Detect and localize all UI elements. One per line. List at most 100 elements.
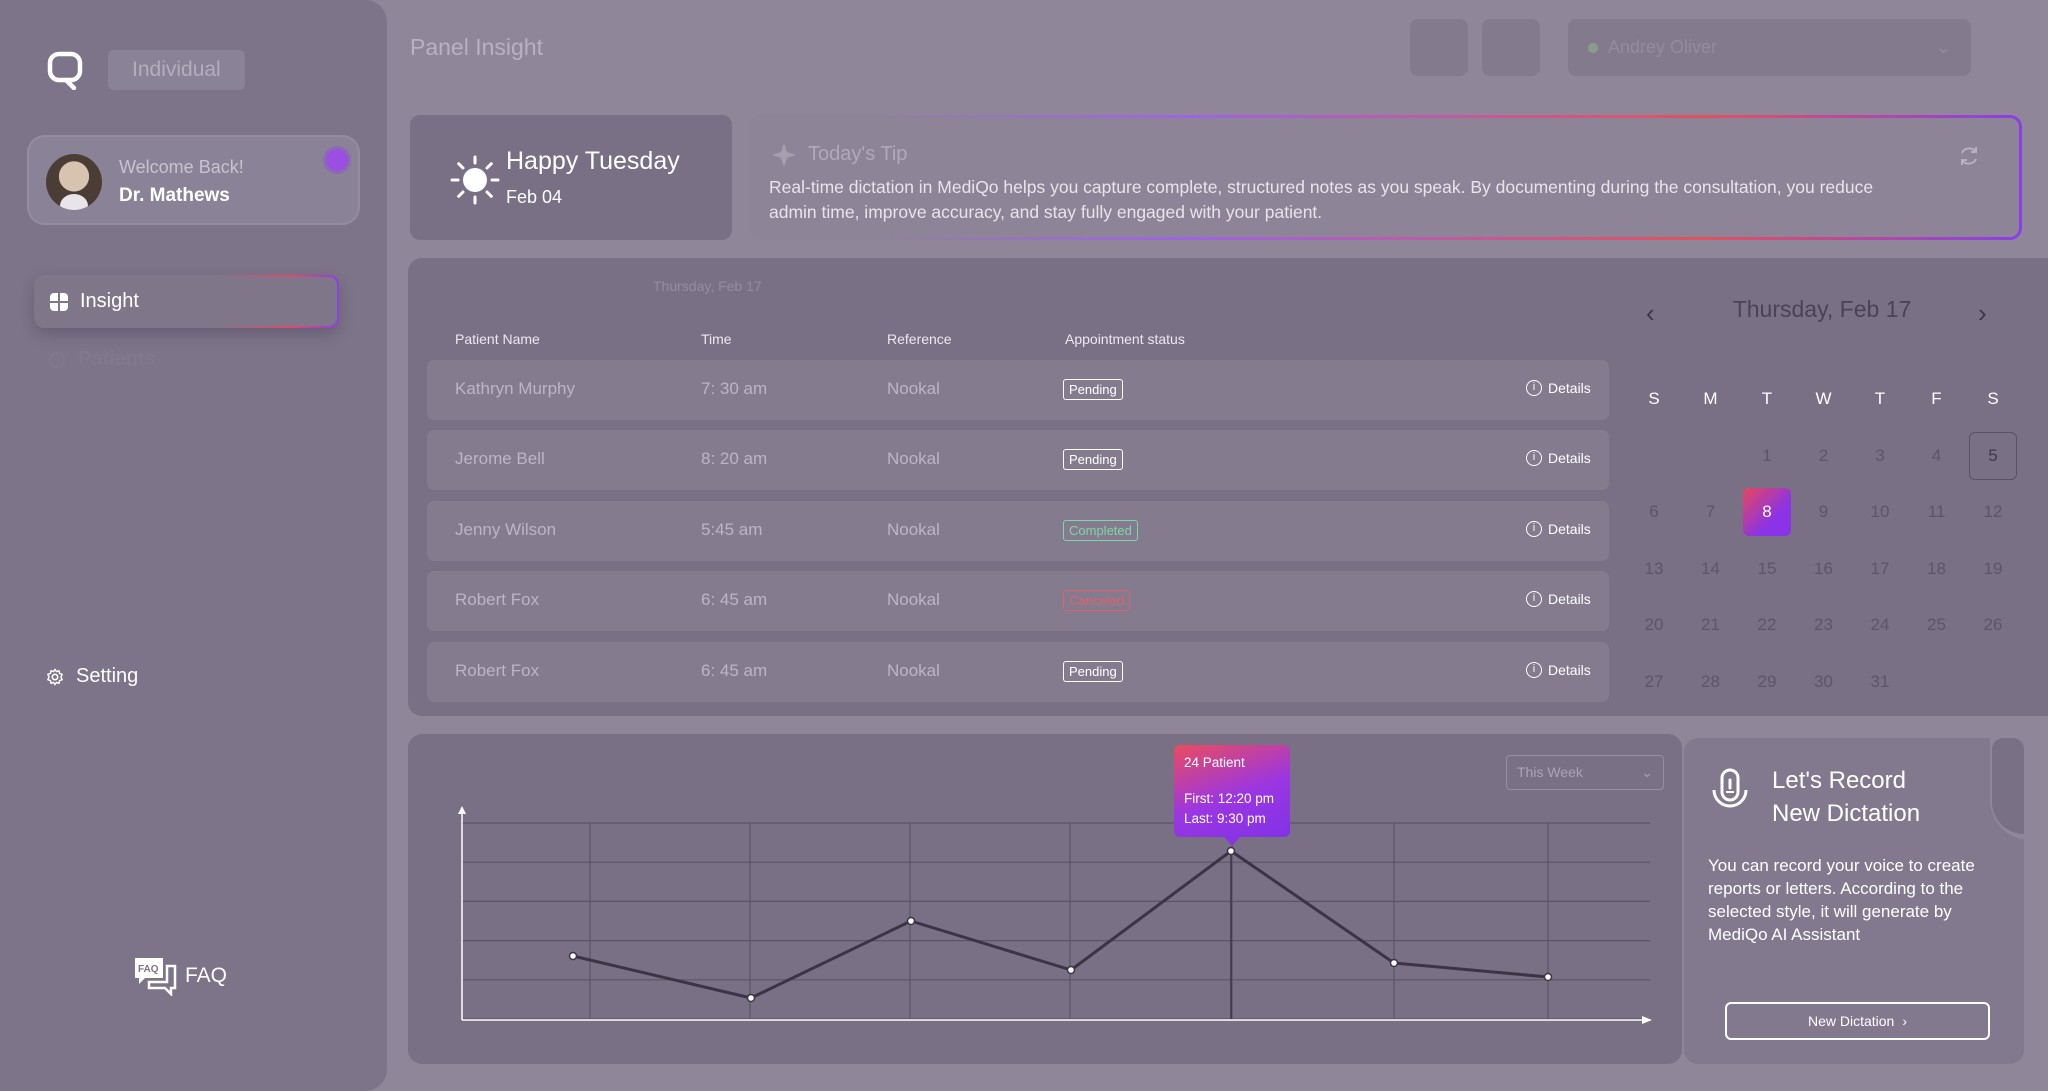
calendar-day[interactable]: 27 (1644, 671, 1664, 691)
y-axis-arrow (458, 806, 466, 814)
calendar-day[interactable]: 23 (1814, 615, 1833, 634)
status-badge: Pending (1063, 379, 1123, 400)
calendar-next-button[interactable]: › (1978, 298, 1987, 328)
details-link[interactable]: i Details (1526, 450, 1591, 466)
calendar-weekday: W (1815, 389, 1832, 408)
calendar-day[interactable]: 12 (1983, 502, 2003, 521)
appointment-time: 5:45 am (701, 520, 763, 539)
appointments-date: Thursday, Feb 17 (653, 278, 762, 294)
details-link[interactable]: i Details (1526, 591, 1591, 607)
calendar-day[interactable]: 5 (1969, 431, 2017, 480)
calendar-day[interactable]: 10 (1870, 502, 1890, 521)
patient-name: Robert Fox (455, 661, 540, 680)
table-row[interactable]: Robert Fox 6: 45 am Nookal Pending i Deta… (427, 642, 1609, 702)
column-header-name: Patient Name (455, 331, 540, 347)
calendar-weekday: T (1761, 389, 1773, 408)
table-row[interactable]: Jerome Bell 8: 20 am Nookal Pending i Det… (427, 430, 1609, 490)
data-point (568, 951, 578, 961)
calendar-day[interactable]: 31 (1870, 671, 1890, 691)
faq-link[interactable]: FAQ FAQ (133, 956, 227, 996)
calendar-day[interactable]: 6 (1649, 502, 1659, 521)
faq-chat-icon: FAQ (135, 958, 177, 996)
welcome-text: Welcome Back! (119, 157, 244, 177)
reference: Nookal (887, 379, 940, 398)
appointment-time: 6: 45 am (701, 590, 768, 609)
details-label: Details (1548, 521, 1591, 537)
calendar-day[interactable]: 19 (1983, 558, 2003, 578)
calendar-prev-button[interactable]: ‹ (1646, 298, 1655, 328)
calendar-day[interactable]: 11 (1927, 502, 1946, 521)
calendar-day[interactable]: 13 (1644, 558, 1664, 578)
details-link[interactable]: i Details (1526, 380, 1591, 396)
calendar-day[interactable]: 28 (1701, 671, 1720, 691)
calendar-day[interactable]: 1 (1762, 445, 1772, 465)
details-link[interactable]: i Details (1526, 662, 1591, 678)
mediqo-logo-icon (47, 51, 83, 90)
calendar-weekday: F (1931, 389, 1942, 408)
user-select-value: Andrey Oliver (1608, 37, 1718, 57)
header-button-grid[interactable] (1410, 19, 1468, 76)
calendar-day[interactable]: 24 (1870, 615, 1890, 634)
calendar-day[interactable]: 18 (1927, 558, 1946, 578)
calendar-weekday: M (1703, 389, 1718, 408)
appointments-header: Thursday, Feb 17 (438, 278, 762, 294)
calendar-day[interactable]: 16 (1814, 558, 1833, 578)
details-label: Details (1548, 380, 1591, 396)
user-select[interactable]: Andrey Oliver ⌄ (1568, 19, 1971, 76)
info-icon: i (1526, 521, 1542, 537)
chevron-down-icon: ⌄ (1641, 764, 1653, 780)
calendar-day[interactable]: 8 (1743, 488, 1791, 536)
dashboard-icon (50, 292, 68, 311)
refresh-icon[interactable] (1957, 144, 1981, 168)
column-header-reference: Reference (887, 331, 952, 347)
column-header-time: Time (701, 331, 732, 347)
sidebar-item-setting[interactable]: Setting (46, 665, 138, 688)
patient-name: Jerome Bell (455, 449, 545, 468)
dictation-title: Let's Record New Dictation (1772, 764, 1920, 830)
calendar-day[interactable]: 26 (1983, 615, 2003, 634)
range-select[interactable]: This Week ⌄ (1506, 755, 1664, 790)
profile-card[interactable]: Welcome Back! Dr. Mathews (27, 135, 360, 225)
sidebar-item-label: Patients (78, 348, 156, 370)
greeting-card: Happy Tuesday Feb 04 (410, 115, 732, 240)
chevron-right-icon: › (1902, 1013, 1908, 1029)
plan-badge[interactable]: Individual (108, 50, 245, 90)
dictation-title-line2: New Dictation (1772, 800, 1921, 827)
details-link[interactable]: i Details (1526, 521, 1591, 537)
calendar-day[interactable]: 21 (1701, 615, 1720, 634)
sidebar: Individual Welcome Back! Dr. Mathews Ins… (0, 0, 387, 1091)
sun-icon (450, 155, 500, 205)
status-badge: Pending (1063, 449, 1123, 470)
sidebar-item-patients[interactable]: Patients (48, 348, 156, 371)
calendar-day[interactable]: 20 (1644, 615, 1664, 634)
notification-dot[interactable] (326, 149, 348, 171)
calendar-day[interactable]: 15 (1757, 558, 1777, 578)
calendar-day[interactable]: 17 (1870, 558, 1890, 578)
dictation-description: You can record your voice to create repo… (1708, 856, 1975, 944)
data-point (1226, 846, 1236, 856)
tooltip-first: First: 12:20 pm (1184, 791, 1275, 806)
calendar-day[interactable]: 4 (1931, 445, 1942, 465)
calendar-day[interactable]: 22 (1757, 615, 1777, 634)
calendar-day[interactable]: 2 (1818, 445, 1829, 465)
calendar-day[interactable]: 30 (1814, 671, 1833, 691)
header-button-bell[interactable] (1482, 19, 1540, 76)
faq-label: FAQ (185, 964, 228, 987)
reference: Nookal (887, 449, 940, 468)
calendar-day[interactable]: 3 (1875, 445, 1885, 465)
sidebar-item-insight[interactable]: Insight (34, 275, 339, 328)
calendar-day[interactable]: 25 (1927, 615, 1946, 634)
calendar-day[interactable]: 7 (1705, 502, 1716, 521)
patient-name: Kathryn Murphy (455, 379, 575, 398)
new-dictation-button[interactable]: New Dictation › (1725, 1002, 1990, 1040)
calendar-day[interactable]: 29 (1757, 671, 1777, 691)
calendar-day[interactable]: 9 (1818, 502, 1829, 521)
calendar-day[interactable]: 14 (1701, 558, 1720, 578)
table-row[interactable]: Kathryn Murphy 7: 30 am Nookal Pending i… (427, 360, 1609, 420)
chart-tooltip: 24 Patient First: 12:20 pm Last: 9:30 pm (1174, 745, 1290, 846)
dictation-title-line1: Let's Record (1772, 767, 1906, 794)
reference: Nookal (887, 520, 940, 539)
table-row[interactable]: Robert Fox 6: 45 am Nookal Canceled i Det… (427, 571, 1609, 631)
